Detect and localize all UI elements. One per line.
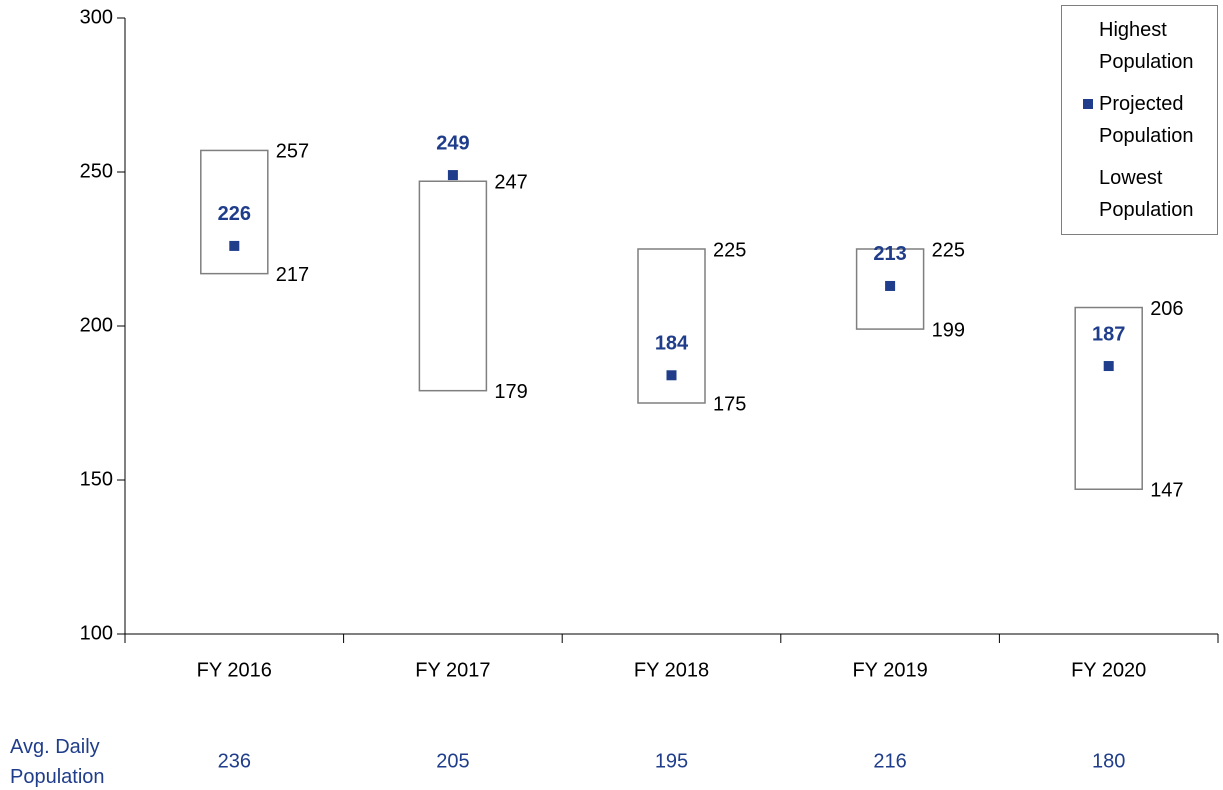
x-tick-label: FY 2016 xyxy=(197,659,272,681)
high-label: 206 xyxy=(1150,298,1183,320)
projected-label: 213 xyxy=(873,243,906,265)
table-value: 236 xyxy=(218,750,251,772)
high-label: 225 xyxy=(932,239,965,261)
low-label: 175 xyxy=(713,393,746,415)
y-tick-label: 100 xyxy=(80,622,113,644)
y-tick-label: 200 xyxy=(80,314,113,336)
legend-entry: Lowest Population xyxy=(1062,162,1211,226)
table-label: Avg. Daily Population xyxy=(10,736,105,788)
range-box xyxy=(855,248,925,330)
legend: Highest Population Projected Population Lo… xyxy=(1061,5,1218,235)
x-tick-label: FY 2017 xyxy=(415,659,490,681)
x-tick-label: FY 2018 xyxy=(634,659,709,681)
projected-marker xyxy=(447,170,458,181)
projected-marker xyxy=(666,370,677,381)
high-label: 225 xyxy=(713,239,746,261)
projected-label: 187 xyxy=(1092,323,1125,345)
range-box xyxy=(200,149,269,275)
projected-marker xyxy=(885,280,896,291)
projected-marker xyxy=(1103,361,1114,372)
legend-entry: Projected Population xyxy=(1062,88,1211,152)
low-label: 199 xyxy=(932,319,965,341)
y-tick-label: 300 xyxy=(80,6,113,28)
low-label: 179 xyxy=(494,381,527,403)
projected-label: 249 xyxy=(436,132,469,154)
projected-label: 184 xyxy=(655,333,689,355)
legend-label: Projected Population xyxy=(1099,93,1194,147)
x-tick-label: FY 2019 xyxy=(852,659,927,681)
low-label: 147 xyxy=(1150,480,1183,502)
legend-entry: Highest Population xyxy=(1062,14,1211,78)
table-value: 195 xyxy=(655,750,688,772)
high-label: 257 xyxy=(276,141,309,163)
range-box xyxy=(418,180,488,392)
range-box xyxy=(1074,306,1143,490)
legend-label: Lowest Population xyxy=(1099,167,1194,221)
legend-label: Highest Population xyxy=(1099,19,1194,73)
table-value: 180 xyxy=(1092,750,1125,772)
y-tick-label: 150 xyxy=(80,468,113,490)
legend-marker xyxy=(1083,99,1093,109)
x-tick-label: FY 2020 xyxy=(1071,659,1146,681)
table-value: 205 xyxy=(436,750,469,772)
table-value: 216 xyxy=(873,750,906,772)
projected-label: 226 xyxy=(218,203,251,225)
low-label: 217 xyxy=(276,264,309,286)
high-label: 247 xyxy=(494,172,527,194)
range-box xyxy=(637,248,706,404)
projected-marker xyxy=(229,240,240,251)
y-tick-label: 250 xyxy=(80,160,113,182)
